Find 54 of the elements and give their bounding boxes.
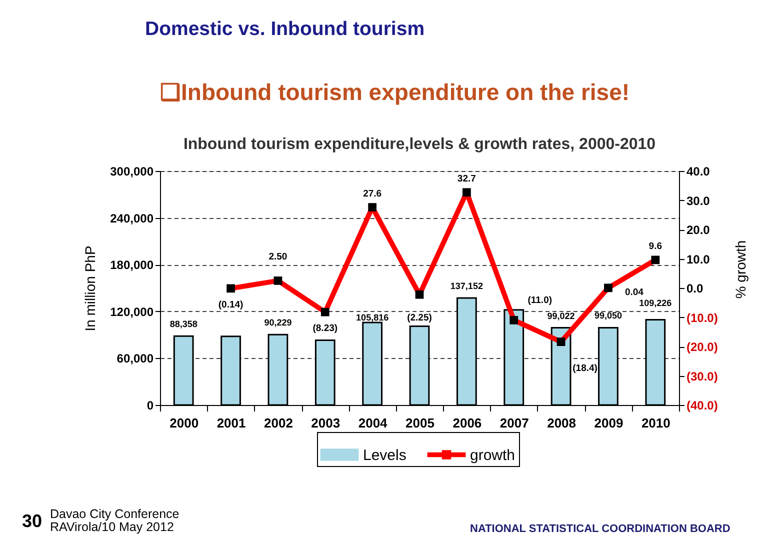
text: Domestic vs. Inbound tourism xyxy=(145,18,425,40)
legend-label: growth xyxy=(470,446,516,464)
x-tick-label: 2006 xyxy=(452,416,482,430)
x-tick-label: 2000 xyxy=(170,416,199,430)
text: NATIONAL STATISTICAL COORDINATION BOARD xyxy=(470,523,730,535)
y2-tick-label: 40.0 xyxy=(686,164,710,178)
x-tick-label: 2004 xyxy=(358,416,388,430)
y2-tick-label: 20.0 xyxy=(686,223,710,237)
y-tick-label: 0 xyxy=(146,398,154,412)
data-label: 105,816 xyxy=(356,312,389,322)
chart-title: Inbound tourism expenditure,levels & growth rates, 2000-2010 xyxy=(183,136,656,153)
x-tick-label: 2010 xyxy=(641,416,670,430)
data-label: 0.04 xyxy=(624,286,644,298)
x-tick-label: 2007 xyxy=(500,416,529,430)
x-tick-label: 2002 xyxy=(264,416,293,430)
y-tick-label: 60,000 xyxy=(116,352,154,366)
y2-tick-label: 10.0 xyxy=(686,252,710,266)
text: RAVirola/10 May 2012 xyxy=(50,520,174,534)
text: 30 xyxy=(22,511,42,531)
y2-tick-label: (10.0) xyxy=(686,310,718,325)
y-tick-label: 180,000 xyxy=(110,258,154,272)
data-label: 99,050 xyxy=(594,310,622,321)
data-label: 9.6 xyxy=(648,240,662,252)
data-label: 109,226 xyxy=(639,298,672,308)
legend-label: Levels xyxy=(363,446,406,464)
data-label: (0.14) xyxy=(218,299,244,310)
y2-tick-label: (40.0) xyxy=(686,398,718,412)
y2-tick-label: (30.0) xyxy=(686,369,718,384)
data-label: (8.23) xyxy=(312,323,338,334)
data-label: (2.25) xyxy=(407,312,432,324)
y2-tick-label: 30.0 xyxy=(686,194,710,208)
y2-tick-label: 0.0 xyxy=(686,282,704,296)
data-label: 90,229 xyxy=(264,318,292,328)
x-tick-label: 2003 xyxy=(311,416,340,430)
data-label: (11.0) xyxy=(528,295,552,306)
y-tick-label: 300,000 xyxy=(110,164,154,178)
y2-axis-title: % growth xyxy=(732,240,748,299)
y2-tick-label: (20.0) xyxy=(686,340,718,354)
data-label: 137,152 xyxy=(450,281,483,292)
data-label: 32.7 xyxy=(457,173,476,184)
data-label: 88,358 xyxy=(170,319,198,330)
data-label: 2.50 xyxy=(268,252,288,263)
y-axis-title: In million PhP xyxy=(82,246,98,332)
y-tick-label: 240,000 xyxy=(110,211,154,226)
data-label: 99,022 xyxy=(547,310,575,321)
x-tick-label: 2001 xyxy=(216,416,246,430)
x-tick-label: 2005 xyxy=(406,416,434,430)
data-label: (18.4) xyxy=(572,362,598,374)
text: Davao City Conference xyxy=(50,507,180,521)
data-label: 27.6 xyxy=(363,188,382,200)
x-tick-label: 2008 xyxy=(547,416,576,430)
x-tick-label: 2009 xyxy=(594,416,624,430)
y-tick-label: 120,000 xyxy=(110,304,154,319)
text: ❑Inbound tourism expenditure on the rise! xyxy=(160,79,630,105)
